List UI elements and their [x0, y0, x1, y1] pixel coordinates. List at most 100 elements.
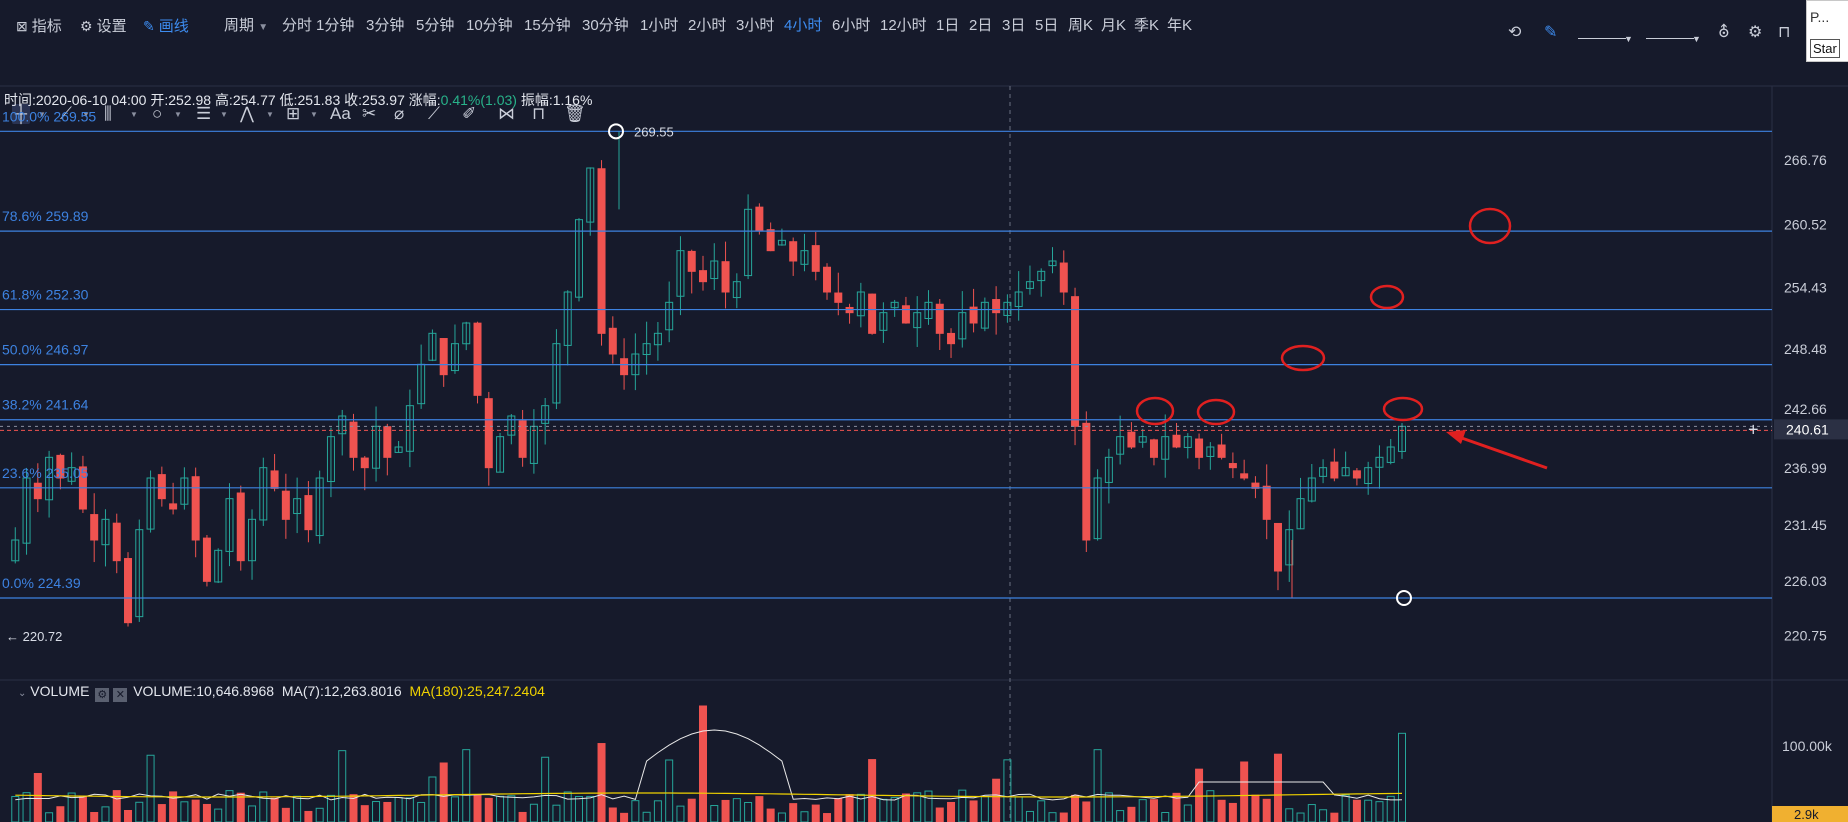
candle-body	[146, 477, 155, 530]
interval-tab-20[interactable]: 年K	[1167, 17, 1193, 34]
text-tool[interactable]: Aa	[330, 104, 351, 123]
period-dropdown[interactable]: 周期 ▼	[224, 17, 269, 34]
pencil-icon[interactable]: ✎	[1544, 24, 1558, 41]
candle-body	[597, 168, 606, 334]
volume-bar	[349, 794, 358, 822]
candle-body	[169, 503, 178, 510]
candle-body	[631, 353, 640, 376]
measure-icon[interactable]: ⊞	[286, 104, 301, 123]
line-style-select[interactable]	[1578, 38, 1626, 39]
parallel-lines-icon[interactable]: ⫼	[104, 104, 112, 123]
volume-bar	[1273, 753, 1282, 822]
trash-icon[interactable]: 🗑	[564, 104, 586, 123]
fib-level-label: 0.0% 224.39	[2, 575, 81, 591]
close-icon[interactable]: ✕	[113, 688, 128, 702]
interval-tab-15[interactable]: 3日	[1002, 17, 1026, 34]
volume-bar	[1003, 759, 1012, 822]
volume-bar	[1116, 810, 1125, 822]
volume-bar	[1195, 768, 1204, 822]
interval-tab-18[interactable]: 月K	[1101, 17, 1127, 34]
lock-icon[interactable]: ⊓	[1778, 24, 1791, 41]
interval-tab-14[interactable]: 2日	[969, 17, 993, 34]
interval-tab-6[interactable]: 30分钟	[582, 17, 629, 34]
magnet-icon[interactable]: ✂	[362, 104, 377, 123]
candle-body	[868, 293, 877, 334]
volume-bar	[879, 798, 888, 822]
ruler-icon[interactable]: ⟋	[428, 104, 440, 123]
circle-icon[interactable]: ○	[152, 104, 163, 123]
crosshair-icon[interactable]: ┼	[12, 104, 31, 124]
link-icon[interactable]: ⋈	[498, 104, 515, 123]
candle-body	[496, 436, 505, 473]
interval-tab-8[interactable]: 2小时	[688, 17, 727, 34]
volume-bar	[428, 776, 437, 822]
candle-body	[405, 405, 414, 452]
volume-bar	[1127, 806, 1136, 822]
candle-body	[1195, 438, 1204, 458]
candle-body	[1071, 296, 1080, 427]
candle-body	[1183, 436, 1192, 448]
volume-bar	[744, 801, 753, 822]
volume-bar	[1138, 799, 1147, 822]
candle-body	[620, 358, 629, 376]
interval-tab-0[interactable]: 分时	[282, 17, 313, 34]
fib-anchor-low	[1396, 589, 1412, 606]
interval-tab-10[interactable]: 4小时	[784, 17, 823, 34]
fib-level-label: 38.2% 241.64	[2, 397, 89, 413]
volume-bar	[338, 750, 347, 822]
volume-bar	[157, 804, 166, 822]
volume-bar	[755, 796, 764, 822]
volume-bar	[1161, 812, 1170, 822]
interval-tab-17[interactable]: 周K	[1068, 17, 1094, 34]
settings-button[interactable]: ⚙ 设置	[80, 18, 127, 35]
interval-tab-11[interactable]: 6小时	[832, 17, 871, 34]
interval-tab-3[interactable]: 5分钟	[416, 17, 455, 34]
draw-button[interactable]: ✎ 画线	[143, 18, 189, 35]
candle-body	[248, 518, 257, 562]
annotation-ellipse	[1369, 284, 1405, 310]
candle-body	[326, 436, 335, 483]
interval-tab-13[interactable]: 1日	[936, 17, 960, 34]
volume-bar	[823, 813, 832, 822]
candle-body	[676, 250, 685, 297]
interval-tab-9[interactable]: 3小时	[736, 17, 775, 34]
candle-body	[1375, 456, 1384, 468]
candle-body	[890, 301, 899, 309]
interval-tab-1[interactable]: 1分钟	[316, 17, 355, 34]
volume-tick-label: 2.9k	[1794, 807, 1819, 822]
interval-tab-5[interactable]: 15分钟	[524, 17, 571, 34]
interval-tab-7[interactable]: 1小时	[640, 17, 679, 34]
interval-tab-12[interactable]: 12小时	[880, 17, 927, 34]
volume-bar	[484, 797, 493, 822]
candle-body	[1285, 529, 1294, 566]
line-width-select[interactable]	[1646, 38, 1694, 39]
refresh-icon[interactable]: ⟲	[1508, 24, 1522, 41]
brush-icon[interactable]: ✐	[462, 104, 477, 123]
indicators-button[interactable]: ⊠ 指标	[16, 18, 62, 35]
candle-body	[214, 549, 223, 583]
popup-start-button[interactable]: Star	[1810, 39, 1840, 58]
candle-body	[259, 467, 268, 521]
trendline-icon[interactable]: ⟋	[60, 104, 72, 123]
hide-drawings-icon[interactable]: ⛢	[1718, 24, 1730, 41]
volume-bar	[11, 795, 20, 822]
annotation-ellipse	[1382, 396, 1424, 422]
pattern-icon[interactable]: ⋀	[240, 104, 254, 123]
popup-title: P...	[1810, 9, 1830, 25]
interval-tab-4[interactable]: 10分钟	[466, 17, 513, 34]
chevron-down-icon[interactable]: ⌄	[18, 688, 27, 699]
fib-icon[interactable]: ☰	[196, 104, 212, 123]
gear-icon[interactable]: ⚙	[1748, 24, 1763, 41]
candle-body	[574, 219, 583, 298]
y-tick-label: 266.76	[1784, 152, 1827, 168]
settings-icon[interactable]: ⚙	[95, 688, 110, 702]
eraser-icon[interactable]: ⌀	[394, 104, 405, 123]
candle-body	[1082, 422, 1091, 541]
interval-tab-16[interactable]: 5日	[1035, 17, 1059, 34]
volume-bar	[405, 797, 414, 822]
interval-tab-2[interactable]: 3分钟	[366, 17, 405, 34]
volume-bar	[1104, 792, 1113, 822]
y-tick-label: 248.48	[1784, 341, 1827, 357]
lock-icon[interactable]: ⊓	[532, 104, 546, 123]
interval-tab-19[interactable]: 季K	[1134, 17, 1160, 34]
